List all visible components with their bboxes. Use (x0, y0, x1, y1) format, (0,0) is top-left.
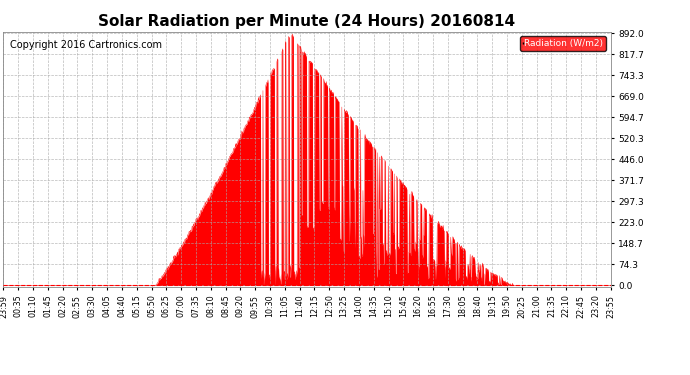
Legend: Radiation (W/m2): Radiation (W/m2) (520, 36, 606, 51)
Title: Solar Radiation per Minute (24 Hours) 20160814: Solar Radiation per Minute (24 Hours) 20… (99, 14, 515, 29)
Text: Copyright 2016 Cartronics.com: Copyright 2016 Cartronics.com (10, 39, 161, 50)
